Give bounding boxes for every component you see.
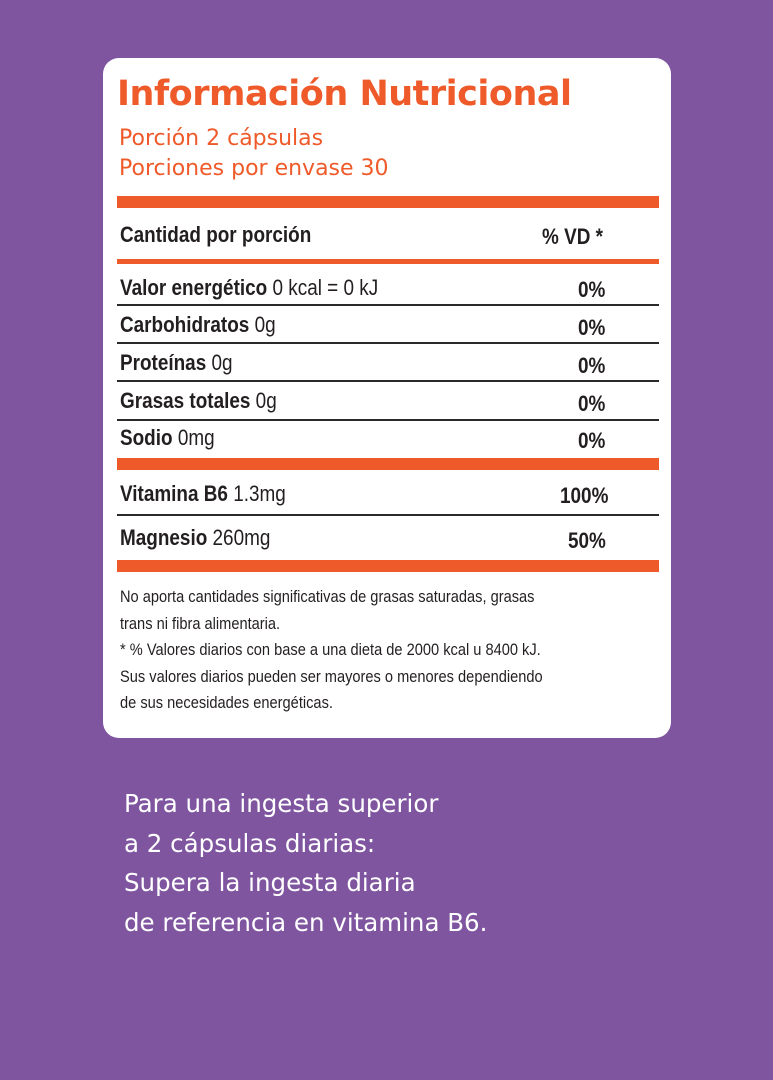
nutrient-dv: 0% bbox=[578, 391, 606, 416]
nutrition-facts-panel: Información Nutricional Porción 2 cápsul… bbox=[103, 58, 671, 738]
row-divider bbox=[117, 380, 659, 382]
footnote-line: de sus necesidades energéticas. bbox=[120, 693, 333, 712]
warning-line: Para una ingesta superior bbox=[124, 789, 439, 818]
nutrient-row: Proteínas 0g bbox=[120, 350, 233, 375]
nutrient-row: Magnesio 260mg bbox=[120, 525, 271, 550]
footnote-line: trans ni fibra alimentaria. bbox=[120, 613, 281, 633]
nutrient-dv: 0% bbox=[578, 428, 606, 453]
nutrient-dv: 0% bbox=[578, 315, 606, 340]
divider-bar bbox=[117, 458, 659, 470]
nutrient-dv: 0% bbox=[578, 353, 606, 378]
footnote-line: Sus valores diarios pueden ser mayores o… bbox=[120, 666, 543, 686]
nutrient-dv: 100% bbox=[560, 483, 609, 508]
divider-bar bbox=[117, 259, 659, 264]
serving-size: Porción 2 cápsulas bbox=[119, 126, 324, 151]
divider-bar bbox=[117, 560, 659, 572]
nutrient-dv: 50% bbox=[568, 528, 606, 553]
nutrient-row: Valor energético 0 kcal = 0 kJ bbox=[120, 275, 379, 300]
footnotes: No aporta cantidades significativas de g… bbox=[120, 584, 653, 717]
nutrient-row: Carbohidratos 0g bbox=[120, 312, 276, 337]
warning-line: de referencia en vitamina B6. bbox=[124, 907, 488, 937]
row-divider bbox=[117, 304, 659, 306]
warning-line: Supera la ingesta diaria bbox=[124, 868, 416, 897]
row-divider bbox=[117, 514, 659, 516]
nutrient-row: Grasas totales 0g bbox=[120, 388, 277, 413]
nutrient-row: Sodio 0mg bbox=[120, 425, 215, 450]
servings-per-container: Porciones por envase 30 bbox=[119, 156, 389, 181]
header-daily-value: % VD * bbox=[542, 224, 603, 249]
panel-title: Información Nutricional bbox=[117, 74, 572, 114]
divider-bar bbox=[117, 196, 659, 208]
footnote-line: No aporta cantidades significativas de g… bbox=[120, 587, 535, 606]
warning-line: a 2 cápsulas diarias: bbox=[124, 828, 376, 858]
row-divider bbox=[117, 342, 659, 344]
warning-text: Para una ingesta superior a 2 cápsulas d… bbox=[124, 784, 487, 942]
header-amount-per-serving: Cantidad por porción bbox=[120, 222, 312, 247]
nutrient-dv: 0% bbox=[578, 277, 606, 302]
footnote-line: * % Valores diarios con base a una dieta… bbox=[120, 640, 541, 659]
nutrient-row: Vitamina B6 1.3mg bbox=[120, 481, 286, 506]
row-divider bbox=[117, 419, 659, 421]
